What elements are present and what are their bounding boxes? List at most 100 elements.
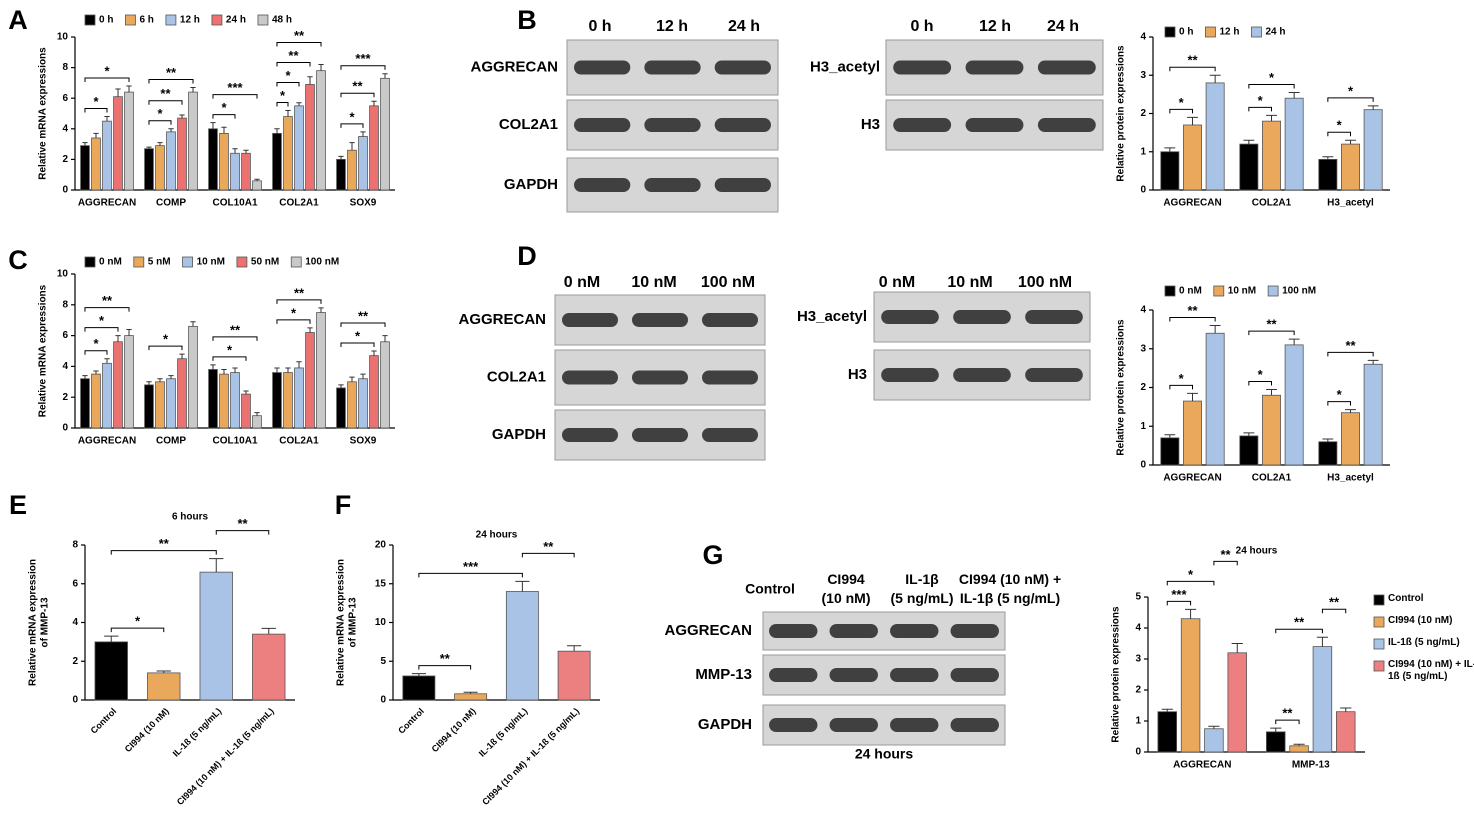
sig-label: **: [543, 539, 554, 554]
panel-label: G: [702, 540, 723, 570]
blot-band: [881, 310, 939, 324]
y-axis-label: Relative protein expressions: [1111, 606, 1122, 743]
blot-column-label: 10 nM: [947, 274, 992, 291]
bar: [294, 105, 304, 191]
sig-bracket: [1327, 97, 1374, 102]
sig-bracket: [418, 665, 472, 670]
legend-label: CI994 (10 nM) + IL-1ß (5 ng/mL): [1388, 659, 1474, 682]
legend-label: IL-1ß (5 ng/mL): [1388, 637, 1460, 648]
y-tick-label: 8: [62, 299, 68, 310]
bar: [402, 675, 436, 701]
bar: [124, 335, 134, 429]
x-tick-label: CI994 (10 nM) + IL-1ß (5 ng/mL): [175, 706, 276, 807]
blot-row-label: MMP-13: [695, 666, 752, 683]
error-bar: [126, 85, 132, 93]
error-bar: [318, 307, 324, 313]
legend-label: 6 h: [139, 15, 153, 26]
sig-label: *: [93, 94, 99, 109]
bar: [124, 91, 134, 191]
error-bar: [1161, 708, 1173, 712]
bar: [147, 672, 181, 701]
blot-column-label: CI994 (10 nM) +: [959, 571, 1061, 587]
blot-band: [702, 428, 758, 442]
legend-swatch: [290, 256, 302, 268]
legend-swatch: [1373, 616, 1385, 628]
blot-column-label: Control: [745, 581, 795, 597]
bar: [80, 145, 90, 191]
bar: [113, 96, 123, 191]
sig-label: **: [294, 28, 305, 43]
bar: [1312, 646, 1333, 753]
bar: [1363, 363, 1383, 466]
legend-swatch: [1251, 26, 1262, 38]
sig-bracket: [340, 322, 386, 327]
error-bar: [411, 673, 426, 676]
blot-band: [632, 428, 688, 442]
bar: [305, 84, 315, 191]
error-bar: [1184, 608, 1197, 619]
error-bar: [349, 142, 355, 151]
legend-label: Control: [1388, 593, 1424, 604]
error-bar: [104, 358, 110, 364]
error-bar: [285, 109, 291, 117]
bar: [1160, 151, 1180, 191]
sig-bracket: [84, 77, 130, 82]
sig-label: **: [159, 536, 170, 551]
legend-swatch: [1164, 26, 1176, 38]
legend-label: 10 nM: [1228, 286, 1256, 297]
bar: [1318, 441, 1338, 466]
error-bar: [1208, 725, 1220, 729]
blot-band: [574, 60, 631, 75]
blot-row-label: COL2A1: [499, 116, 558, 133]
blot-row-label: H3: [861, 116, 880, 133]
sig-label: **: [440, 651, 451, 666]
blot-band: [769, 624, 818, 638]
bar: [358, 378, 368, 429]
blot-band: [562, 370, 618, 385]
error-bar: [1270, 727, 1282, 732]
y-tick-label: 2: [72, 656, 78, 667]
sig-bracket: [148, 120, 172, 125]
panel-label: A: [8, 5, 28, 35]
sig-label: *: [280, 88, 286, 103]
error-bar: [146, 381, 152, 385]
bar: [1363, 109, 1383, 191]
blot-band: [644, 118, 701, 132]
sig-bracket: [418, 572, 523, 578]
blot-row-label: GAPDH: [698, 716, 752, 733]
x-tick-label: MMP-13: [1292, 760, 1330, 771]
x-tick-label: CI994 (10 nM): [430, 706, 478, 754]
error-bar: [146, 146, 152, 149]
y-tick-label: 8: [72, 540, 78, 551]
sig-bracket: [276, 299, 322, 304]
error-bar: [93, 132, 99, 138]
x-tick-label: COL2A1: [1252, 198, 1292, 209]
bar: [369, 105, 379, 191]
legend-item: CI994 (10 nM): [1388, 615, 1452, 626]
bar: [305, 332, 315, 429]
y-tick-label: 0: [1140, 185, 1146, 196]
blot-band: [965, 60, 1024, 75]
x-tick-label: COL10A1: [212, 436, 257, 447]
sig-bracket: [212, 356, 247, 361]
error-bar: [1322, 438, 1334, 442]
sig-label: **: [294, 285, 305, 300]
y-tick-label: 0: [62, 185, 68, 196]
sig-bracket: [1169, 108, 1193, 114]
y-axis-label: of MMP-13: [40, 597, 51, 647]
blot-band: [702, 313, 758, 327]
bar: [316, 312, 326, 429]
bar: [347, 381, 357, 429]
error-bar: [1367, 359, 1379, 365]
error-bar: [190, 86, 196, 93]
x-tick-label: AGGRECAN: [1163, 473, 1221, 484]
error-bar: [515, 580, 530, 592]
error-bar: [168, 128, 174, 132]
x-tick-label: AGGRECAN: [1163, 198, 1221, 209]
sig-label: *: [1179, 95, 1185, 110]
y-tick-label: 2: [1140, 108, 1146, 119]
legend-item: CI994 (10 nM) + IL-1ß (5 ng/mL): [1388, 659, 1474, 682]
bar: [80, 378, 90, 429]
error-bar: [382, 73, 388, 79]
bar: [252, 415, 262, 429]
